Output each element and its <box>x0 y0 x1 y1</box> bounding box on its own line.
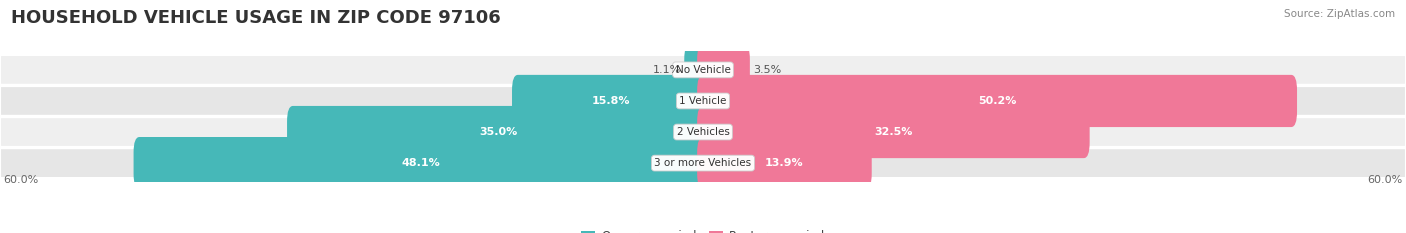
Text: 50.2%: 50.2% <box>979 96 1017 106</box>
Text: 15.8%: 15.8% <box>591 96 630 106</box>
FancyBboxPatch shape <box>0 148 1406 178</box>
Text: 60.0%: 60.0% <box>1367 175 1403 185</box>
Text: 60.0%: 60.0% <box>3 175 39 185</box>
FancyBboxPatch shape <box>685 44 709 96</box>
FancyBboxPatch shape <box>287 106 709 158</box>
FancyBboxPatch shape <box>0 86 1406 116</box>
FancyBboxPatch shape <box>697 137 872 189</box>
Text: No Vehicle: No Vehicle <box>675 65 731 75</box>
Text: 3.5%: 3.5% <box>754 65 782 75</box>
Text: HOUSEHOLD VEHICLE USAGE IN ZIP CODE 97106: HOUSEHOLD VEHICLE USAGE IN ZIP CODE 9710… <box>11 9 501 27</box>
Text: 1.1%: 1.1% <box>652 65 681 75</box>
Text: 1 Vehicle: 1 Vehicle <box>679 96 727 106</box>
Text: 35.0%: 35.0% <box>479 127 517 137</box>
Text: 2 Vehicles: 2 Vehicles <box>676 127 730 137</box>
Legend: Owner-occupied, Renter-occupied: Owner-occupied, Renter-occupied <box>576 225 830 233</box>
FancyBboxPatch shape <box>134 137 709 189</box>
Text: 3 or more Vehicles: 3 or more Vehicles <box>654 158 752 168</box>
FancyBboxPatch shape <box>697 44 749 96</box>
Text: 48.1%: 48.1% <box>402 158 440 168</box>
FancyBboxPatch shape <box>512 75 709 127</box>
Text: 32.5%: 32.5% <box>875 127 912 137</box>
FancyBboxPatch shape <box>0 117 1406 147</box>
Text: Source: ZipAtlas.com: Source: ZipAtlas.com <box>1284 9 1395 19</box>
FancyBboxPatch shape <box>697 75 1298 127</box>
FancyBboxPatch shape <box>697 106 1090 158</box>
Text: 13.9%: 13.9% <box>765 158 804 168</box>
FancyBboxPatch shape <box>0 55 1406 85</box>
